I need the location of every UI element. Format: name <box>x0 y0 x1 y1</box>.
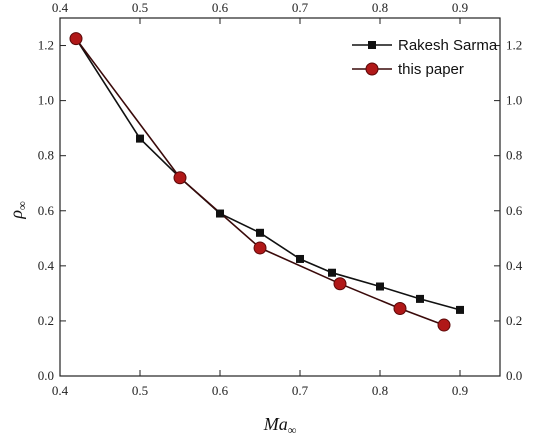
y-tick-label-right: 1.2 <box>506 38 522 53</box>
y-tick-label-left: 0.8 <box>38 148 54 163</box>
plot-frame <box>59 17 501 377</box>
data-point-series-2 <box>437 318 451 332</box>
data-point-series-1 <box>376 282 384 291</box>
data-point-series-1 <box>296 254 304 263</box>
y-tick-label-right: 0.0 <box>506 368 522 383</box>
x-tick-label-bottom: 0.5 <box>132 383 148 398</box>
data-point-series-2 <box>173 171 187 185</box>
x-tick-label-bottom: 0.9 <box>452 383 468 398</box>
y-tick-label-left: 1.0 <box>38 93 54 108</box>
legend-marker-series-2 <box>365 62 379 76</box>
x-tick-label-top: 0.7 <box>292 0 309 15</box>
y-tick-label-right: 0.2 <box>506 313 522 328</box>
legend-label-series-2: this paper <box>398 61 464 78</box>
series-line-2 <box>75 38 445 326</box>
data-point-series-2 <box>333 277 347 291</box>
legend: Rakesh Sarma this paper <box>352 37 498 78</box>
y-tick-label-right: 0.6 <box>506 203 523 218</box>
data-point-series-1 <box>136 134 144 143</box>
data-point-series-1 <box>256 228 264 237</box>
data-point-series-1 <box>216 209 224 218</box>
legend-marker-series-1 <box>368 41 376 49</box>
data-point-series-1 <box>456 305 464 314</box>
x-tick-label-bottom: 0.8 <box>372 383 388 398</box>
x-tick-label-bottom: 0.6 <box>212 383 229 398</box>
series-lines <box>75 38 461 326</box>
y-tick-label-left: 1.2 <box>38 38 54 53</box>
y-axis-label: ρ∞ <box>6 201 29 220</box>
x-tick-label-top: 0.6 <box>212 0 229 15</box>
axis-ticks: 0.40.40.50.50.60.60.70.70.80.80.90.90.0 0… <box>38 0 523 398</box>
y-tick-label-right: 0.8 <box>506 148 522 163</box>
x-tick-label-top: 0.5 <box>132 0 148 15</box>
x-tick-label-top: 0.4 <box>52 0 69 15</box>
data-point-series-1 <box>328 268 336 277</box>
x-tick-label-bottom: 0.7 <box>292 383 309 398</box>
x-tick-label-bottom: 0.4 <box>52 383 69 398</box>
y-tick-label-right: 0.4 <box>506 258 523 273</box>
series-line-1 <box>75 38 461 311</box>
y-axis-label-sub: ∞ <box>15 201 29 210</box>
x-tick-label-top: 0.9 <box>452 0 468 15</box>
data-point-series-1 <box>416 294 424 303</box>
legend-label-series-1: Rakesh Sarma <box>398 37 498 54</box>
x-axis-label-sub: ∞ <box>288 423 297 436</box>
y-tick-label-right: 1.0 <box>506 93 522 108</box>
data-point-series-2 <box>393 302 407 316</box>
y-tick-label-left: 0.6 <box>38 203 55 218</box>
data-point-series-2 <box>69 32 83 46</box>
y-tick-label-left: 0.0 <box>38 368 54 383</box>
series-markers <box>69 32 464 332</box>
x-axis-label: Ma∞ <box>263 414 297 436</box>
y-tick-label-left: 0.2 <box>38 313 54 328</box>
y-tick-label-left: 0.4 <box>38 258 55 273</box>
data-point-series-2 <box>253 241 267 255</box>
x-tick-label-top: 0.8 <box>372 0 388 15</box>
